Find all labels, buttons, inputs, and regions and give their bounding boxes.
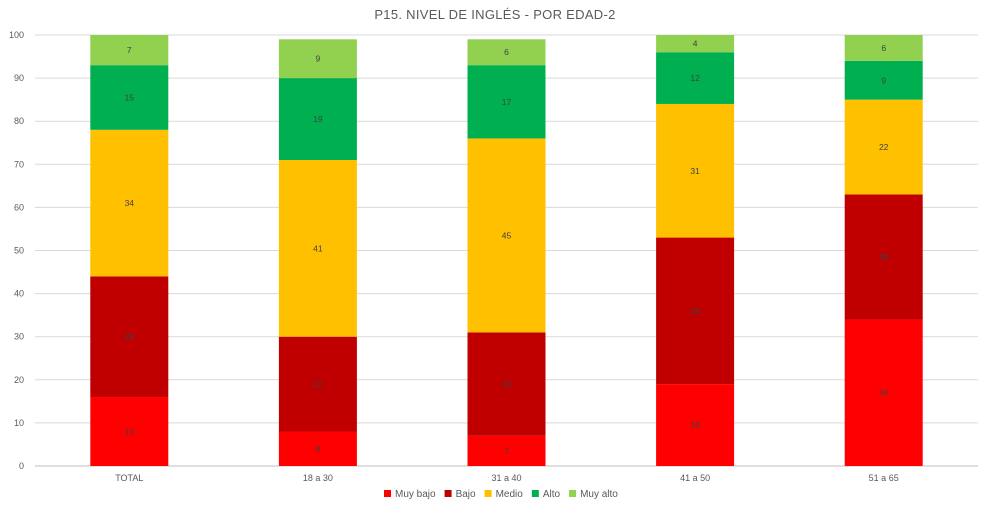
data-label: 31	[690, 166, 700, 176]
data-label: 4	[693, 39, 698, 49]
data-label: 22	[313, 379, 323, 389]
y-tick-label: 40	[14, 289, 24, 299]
y-axis-ticks: 0 10 20 30 40 50 60 70 80 90 100	[9, 30, 24, 471]
legend-swatch	[444, 490, 452, 497]
legend-swatch	[484, 490, 492, 497]
y-tick-label: 50	[14, 246, 24, 256]
data-label: 28	[125, 332, 135, 342]
bar-segment	[278, 336, 357, 432]
legend-item: Muy alto	[569, 489, 618, 500]
bar-segment	[656, 52, 735, 104]
data-label: 9	[881, 75, 886, 85]
legend-swatch	[569, 490, 577, 497]
bar-segment	[278, 431, 357, 466]
x-category-label: TOTAL	[115, 473, 143, 483]
x-axis-categories: TOTAL 18 a 30 31 a 40 41 a 50 51 a 65	[115, 473, 899, 483]
data-label: 29	[879, 252, 889, 262]
legend-label: Medio	[496, 489, 524, 500]
y-tick-label: 10	[14, 418, 24, 428]
bar-segment	[278, 39, 357, 79]
data-label: 17	[502, 97, 512, 107]
y-tick-label: 60	[14, 202, 24, 212]
legend-label: Alto	[543, 489, 561, 500]
legend-label: Bajo	[456, 489, 476, 500]
data-label: 6	[504, 47, 509, 57]
y-tick-label: 30	[14, 332, 24, 342]
y-tick-label: 100	[9, 30, 24, 40]
bar-segment	[90, 129, 169, 277]
bar-segment	[844, 319, 923, 466]
y-tick-label: 90	[14, 73, 24, 83]
x-category-label: 31 a 40	[491, 473, 521, 483]
bar-segment	[278, 78, 357, 160]
data-label: 24	[502, 379, 512, 389]
data-label: 34	[125, 198, 135, 208]
y-tick-label: 70	[14, 159, 24, 169]
data-label: 12	[690, 73, 700, 83]
bar-segment	[467, 435, 546, 466]
bar-segment	[656, 384, 735, 466]
data-label: 8	[316, 444, 321, 454]
data-label: 19	[690, 420, 700, 430]
bars	[90, 35, 923, 466]
bar-segment	[467, 138, 546, 333]
bar-segment	[844, 60, 923, 100]
bar-segment	[467, 332, 546, 436]
legend-label: Muy bajo	[395, 489, 436, 500]
legend-item: Medio	[484, 489, 524, 500]
legend: Muy bajo Bajo Medio Alto Muy alto	[384, 489, 618, 500]
legend-item: Muy bajo	[384, 489, 436, 500]
legend-item: Bajo	[444, 489, 476, 500]
data-label: 16	[125, 427, 135, 437]
x-category-label: 41 a 50	[680, 473, 710, 483]
data-labels: 16 28 34 15 7 8 22 41 19 9 7 24 45 17 6 19 34 31 12 4 34 29 22…	[125, 39, 889, 456]
data-label: 41	[313, 243, 323, 253]
data-label: 34	[690, 306, 700, 316]
data-label: 15	[125, 92, 135, 102]
x-category-label: 18 a 30	[303, 473, 333, 483]
y-tick-label: 0	[19, 461, 24, 471]
bar-segment	[467, 65, 546, 139]
chart-title: P15. NIVEL DE INGLÉS - POR EDAD-2	[374, 7, 615, 22]
legend-swatch	[531, 490, 539, 497]
legend-swatch	[384, 490, 391, 497]
data-label: 45	[502, 230, 512, 240]
bar-segment	[90, 397, 169, 466]
bar-segment	[90, 276, 169, 398]
bar-segment	[467, 39, 546, 66]
bar-segment	[844, 194, 923, 320]
data-label: 7	[127, 45, 132, 55]
x-category-label: 51 a 65	[869, 473, 899, 483]
legend-item: Alto	[531, 489, 561, 500]
bar-segment	[656, 237, 735, 385]
bar-segment	[90, 65, 169, 130]
data-label: 19	[313, 114, 323, 124]
legend-label: Muy alto	[580, 489, 618, 500]
bar-segment	[656, 35, 735, 53]
y-tick-label: 80	[14, 116, 24, 126]
bar-segment	[844, 99, 923, 195]
data-label: 7	[504, 446, 509, 456]
data-label: 6	[881, 43, 886, 53]
bar-segment	[90, 35, 169, 66]
bar-segment	[278, 159, 357, 337]
data-label: 34	[879, 388, 889, 398]
bar-segment	[656, 103, 735, 238]
y-tick-label: 20	[14, 375, 24, 385]
data-label: 22	[879, 142, 889, 152]
data-label: 9	[316, 54, 321, 64]
bar-segment	[844, 35, 923, 61]
